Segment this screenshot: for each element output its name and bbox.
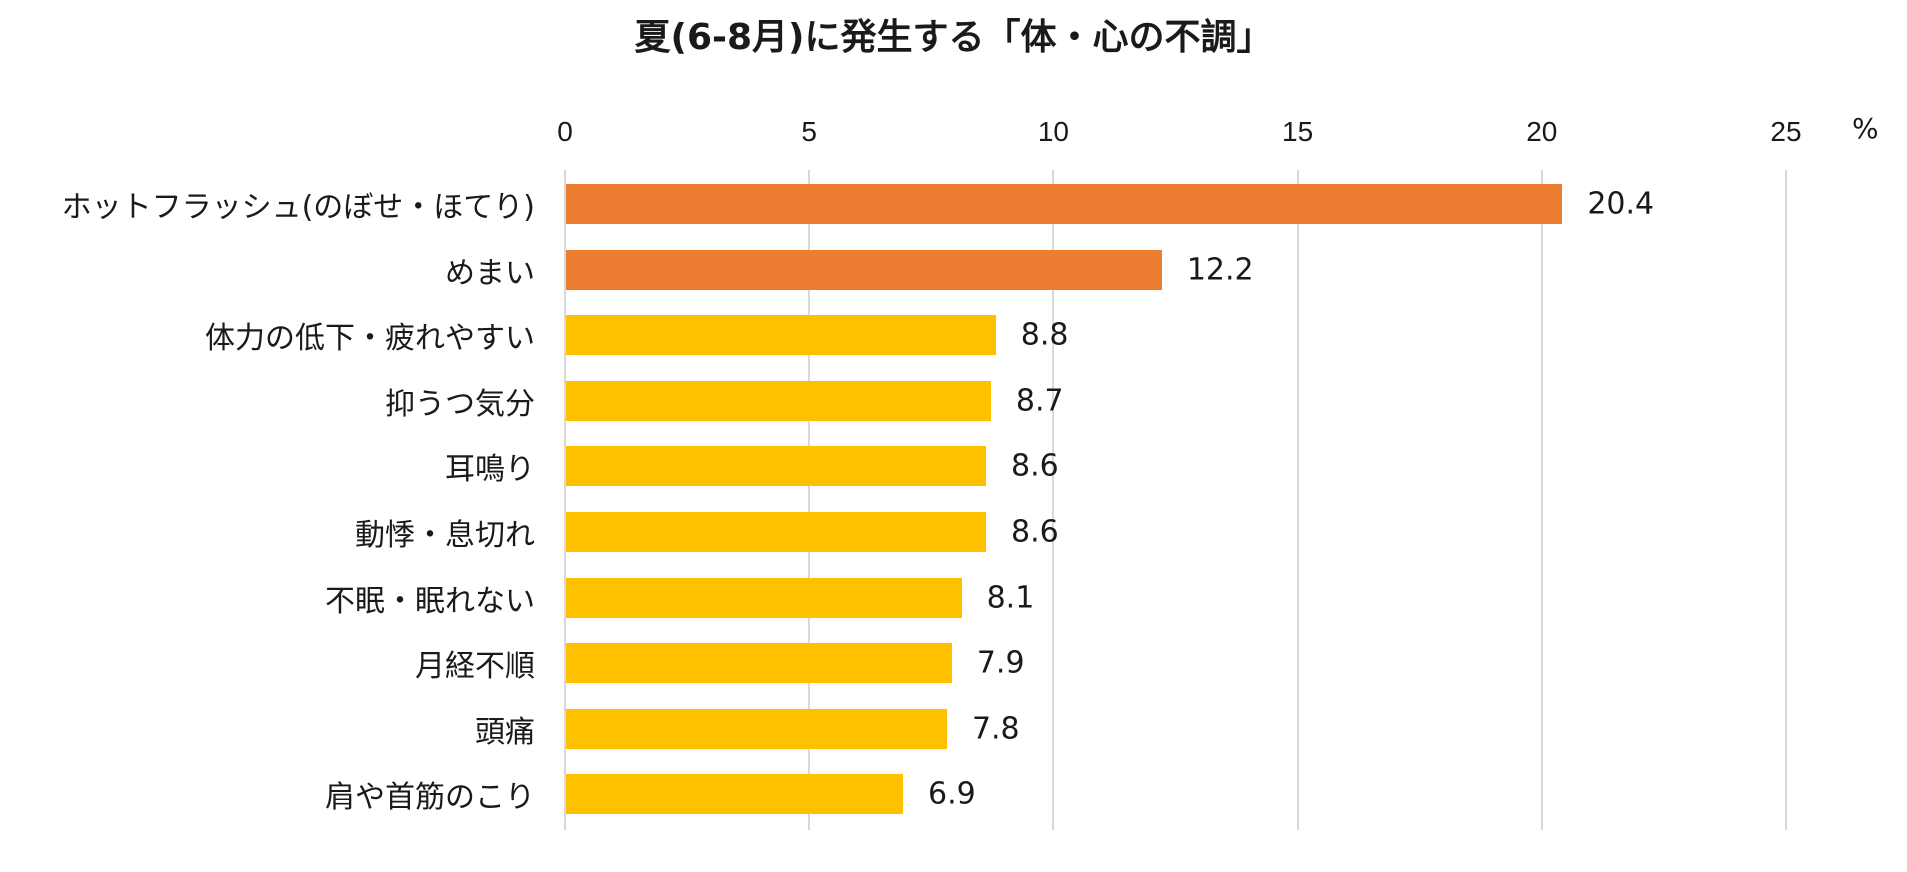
gridline (1540, 170, 1543, 830)
x-tick-label: 5 (801, 116, 817, 147)
gridline (1785, 170, 1787, 830)
value-label: 8.6 (1011, 448, 1059, 484)
x-tick-label: 15 (1282, 116, 1314, 147)
value-label: 8.8 (1020, 317, 1069, 353)
category-label: 抑うつ気分 (385, 386, 535, 422)
category-label: 不眠・眠れない (325, 583, 535, 619)
category-label: 耳鳴り (445, 452, 535, 488)
x-tick-label: 25 (1770, 116, 1802, 147)
gridline (1296, 170, 1299, 830)
x-tick-label: 20 (1526, 116, 1558, 147)
category-label: 体力の低下・疲れやすい (205, 321, 535, 357)
bar (566, 774, 903, 815)
value-label: 6.9 (927, 776, 976, 812)
category-label: 動悸・息切れ (355, 518, 535, 553)
x-tick-label: 0 (557, 116, 573, 147)
bar (566, 249, 1162, 290)
bar (566, 512, 987, 552)
x-tick-label: 10 (1037, 116, 1069, 147)
bar (566, 577, 962, 618)
bar (566, 446, 987, 487)
category-label: ホットフラッシュ(のぼせ・ほてり) (61, 190, 535, 225)
value-label: 8.1 (986, 580, 1035, 616)
gridline (1052, 170, 1055, 830)
value-label: 8.6 (1011, 514, 1059, 550)
value-label: 12.2 (1186, 252, 1254, 288)
value-label: 8.7 (1015, 383, 1064, 419)
value-label: 7.8 (971, 711, 1020, 747)
category-label: 頭痛 (475, 714, 535, 750)
axis-unit-label: % (1852, 112, 1879, 145)
bar (566, 708, 947, 749)
category-label: めまい (445, 255, 535, 291)
value-label: 20.4 (1587, 186, 1655, 222)
bar (566, 643, 952, 684)
bar (566, 380, 991, 421)
bar (566, 184, 1563, 224)
y-axis-line (564, 170, 566, 830)
gridline (808, 170, 811, 830)
category-label: 肩や首筋のこり (325, 780, 535, 816)
bar (566, 315, 996, 356)
value-label: 7.9 (976, 645, 1025, 681)
category-label: 月経不順 (415, 649, 535, 685)
chart-title: 夏(6-8月)に発生する「体・心の不調」 (634, 17, 1273, 58)
